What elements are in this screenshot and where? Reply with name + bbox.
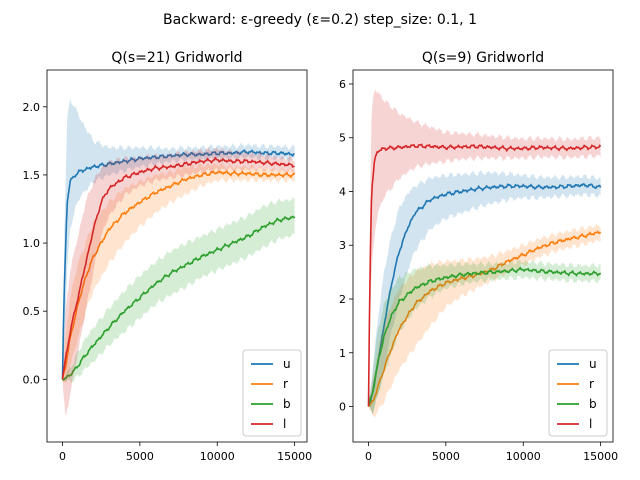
y-tick-label: 6 (339, 78, 346, 91)
y-tick-label: 4 (339, 185, 346, 198)
series-line-u (367, 182, 602, 407)
axes-frame (46, 69, 308, 443)
y-tick-label: 5 (339, 132, 346, 145)
chart-title: Q(s=21) Gridworld (111, 50, 242, 66)
series-line-r (61, 169, 296, 380)
legend-box (548, 349, 608, 437)
y-tick-label: 2.0 (23, 101, 41, 114)
legend-label-u: u (283, 357, 291, 371)
x-tick-label: 5000 (126, 450, 154, 463)
series-band-b (368, 259, 601, 415)
y-tick-label: 1 (339, 347, 346, 360)
legend-label-l: l (589, 417, 592, 431)
figure-suptitle: Backward: ε-greedy (ε=0.2) step_size: 0.… (163, 12, 477, 28)
x-tick-label: 15000 (583, 450, 618, 463)
series-band-u (368, 170, 601, 414)
y-tick-label: 3 (339, 239, 346, 252)
series-line-l (367, 143, 602, 407)
x-tick-label: 10000 (200, 450, 235, 463)
y-tick-label: 1.0 (23, 237, 41, 250)
legend-label-b: b (283, 397, 291, 411)
series-band-u (62, 98, 295, 380)
series-band-l (368, 90, 601, 407)
legend-label-r: r (589, 377, 594, 391)
y-tick-label: 0.0 (23, 373, 41, 386)
legend-label-l: l (283, 417, 286, 431)
series-line-u (61, 149, 295, 380)
x-tick-label: 0 (365, 450, 372, 463)
y-tick-label: 1.5 (23, 169, 41, 182)
x-tick-label: 10000 (506, 450, 541, 463)
legend-label-r: r (283, 377, 288, 391)
legend-label-u: u (589, 357, 597, 371)
x-tick-label: 5000 (432, 450, 460, 463)
series-line-l (61, 156, 295, 380)
x-tick-label: 15000 (277, 450, 312, 463)
legend-box (242, 349, 302, 437)
chart-q-s21: Q(s=21) Gridworld 0 5000 10000 15000 0.0 0.5 1.… (23, 50, 313, 463)
y-tick-label: 0.5 (23, 305, 41, 318)
series-line-b (62, 215, 296, 381)
series-line-b (367, 266, 602, 407)
axes-frame (352, 69, 614, 443)
chart-q-s9: Q(s=9) Gridworld 0 5000 10000 15000 0 1 2 3 4 5 6 ur… (339, 50, 618, 463)
series-line-r (367, 230, 602, 408)
y-tick-label: 0 (339, 401, 346, 414)
legend-label-b: b (589, 397, 597, 411)
chart-title: Q(s=9) Gridworld (422, 50, 544, 66)
series-band-r (368, 223, 601, 418)
x-tick-label: 0 (59, 450, 66, 463)
y-tick-label: 2 (339, 293, 346, 306)
